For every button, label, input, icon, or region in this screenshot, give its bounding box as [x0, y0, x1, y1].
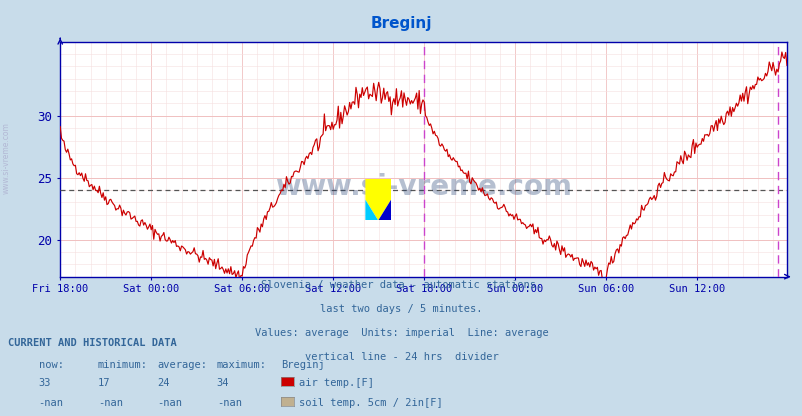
Text: Breginj: Breginj [371, 16, 431, 31]
Text: maximum:: maximum: [217, 360, 266, 370]
Text: www.si-vreme.com: www.si-vreme.com [2, 122, 11, 194]
Text: 33: 33 [38, 378, 51, 388]
Text: last two days / 5 minutes.: last two days / 5 minutes. [320, 304, 482, 314]
Text: Breginj: Breginj [281, 360, 324, 370]
Text: Values: average  Units: imperial  Line: average: Values: average Units: imperial Line: av… [254, 328, 548, 338]
Text: 34: 34 [217, 378, 229, 388]
Polygon shape [365, 200, 378, 220]
Text: -nan: -nan [98, 398, 123, 408]
Polygon shape [365, 179, 391, 220]
Text: average:: average: [157, 360, 207, 370]
Text: -nan: -nan [217, 398, 241, 408]
Text: CURRENT AND HISTORICAL DATA: CURRENT AND HISTORICAL DATA [8, 338, 176, 348]
Text: now:: now: [38, 360, 63, 370]
Text: www.si-vreme.com: www.si-vreme.com [275, 173, 571, 201]
Text: air temp.[F]: air temp.[F] [298, 378, 373, 388]
Text: -nan: -nan [38, 398, 63, 408]
Text: vertical line - 24 hrs  divider: vertical line - 24 hrs divider [304, 352, 498, 362]
Text: minimum:: minimum: [98, 360, 148, 370]
Polygon shape [378, 200, 391, 220]
Text: 24: 24 [157, 378, 170, 388]
Text: 17: 17 [98, 378, 111, 388]
Text: Slovenia / weather data - automatic stations.: Slovenia / weather data - automatic stat… [261, 280, 541, 290]
Text: -nan: -nan [157, 398, 182, 408]
Text: soil temp. 5cm / 2in[F]: soil temp. 5cm / 2in[F] [298, 398, 442, 408]
